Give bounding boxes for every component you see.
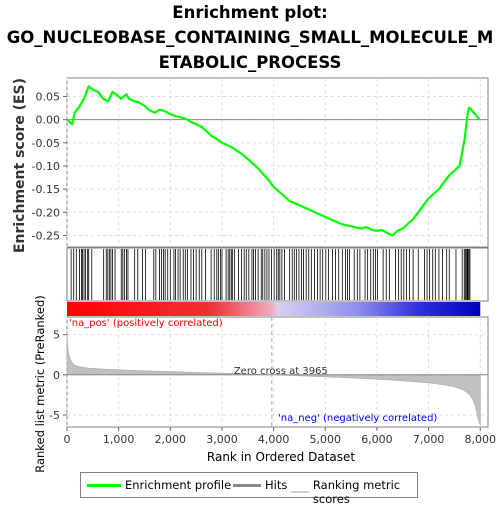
title-line-1: Enrichment plot: [172,3,328,22]
ranked-y-axis-label: Ranked list metric (PreRanked) [33,295,47,473]
legend-label-ranking: Ranking metric scores [312,478,401,506]
xtick-label-8: 8,000 [465,433,497,446]
es-ytick-label-0: 0.05 [36,91,61,104]
es-series-line [66,85,481,237]
legend-label-enrichment: Enrichment profile [125,478,232,492]
title-line-3: ETABOLIC_PROCESS [158,53,342,72]
rank-ytick-label-2: -5 [49,409,60,422]
es-ytick-label-5: -0.20 [32,206,60,219]
xtick-label-6: 6,000 [361,433,393,446]
es-y-axis-label: Enrichment score (ES) [12,78,28,253]
zero-cross-label: Zero cross at 3965 [234,366,328,377]
x-axis-label: Rank in Ordered Dataset [207,450,355,464]
rank-ytick-label-0: 5 [53,329,60,342]
legend-item-enrichment: Enrichment profile [87,478,231,492]
rank-ytick-label-1: 0 [53,369,60,382]
legend-label-hits: Hits [265,478,288,492]
xtick-label-0: 0 [64,433,71,446]
es-ytick-label-3: -0.10 [32,160,60,173]
hits-panel-frame [66,247,489,302]
neg-correlated-label: 'na_neg' (negatively correlated) [278,413,437,424]
es-ytick-label-6: -0.25 [32,229,60,242]
es-ytick-label-2: -0.05 [32,137,60,150]
legend-item-ranking: Ranking metric scores [291,478,417,506]
legend: Enrichment profile Hits Ranking metric s… [80,472,418,506]
xtick-label-1: 1,000 [103,433,135,446]
legend-swatch-enrichment [87,483,121,487]
es-panel-frame [66,77,489,248]
ranked-metric-area [66,330,481,426]
legend-swatch-ranking [291,491,309,493]
pos-correlated-label: 'na_pos' (positively correlated) [69,318,223,329]
xtick-label-7: 7,000 [413,433,445,446]
legend-item-hits: Hits [233,478,287,492]
xtick-label-3: 3,000 [206,433,238,446]
legend-swatch-hits [233,483,261,487]
rank-color-bar [67,302,481,316]
es-ytick-label-1: 0.00 [36,114,61,127]
es-ytick-label-4: -0.15 [32,183,60,196]
xtick-label-5: 5,000 [310,433,342,446]
xtick-label-2: 2,000 [155,433,187,446]
xtick-label-4: 4,000 [258,433,290,446]
title-line-2: GO_NUCLEOBASE_CONTAINING_SMALL_MOLECULE_… [6,28,494,47]
